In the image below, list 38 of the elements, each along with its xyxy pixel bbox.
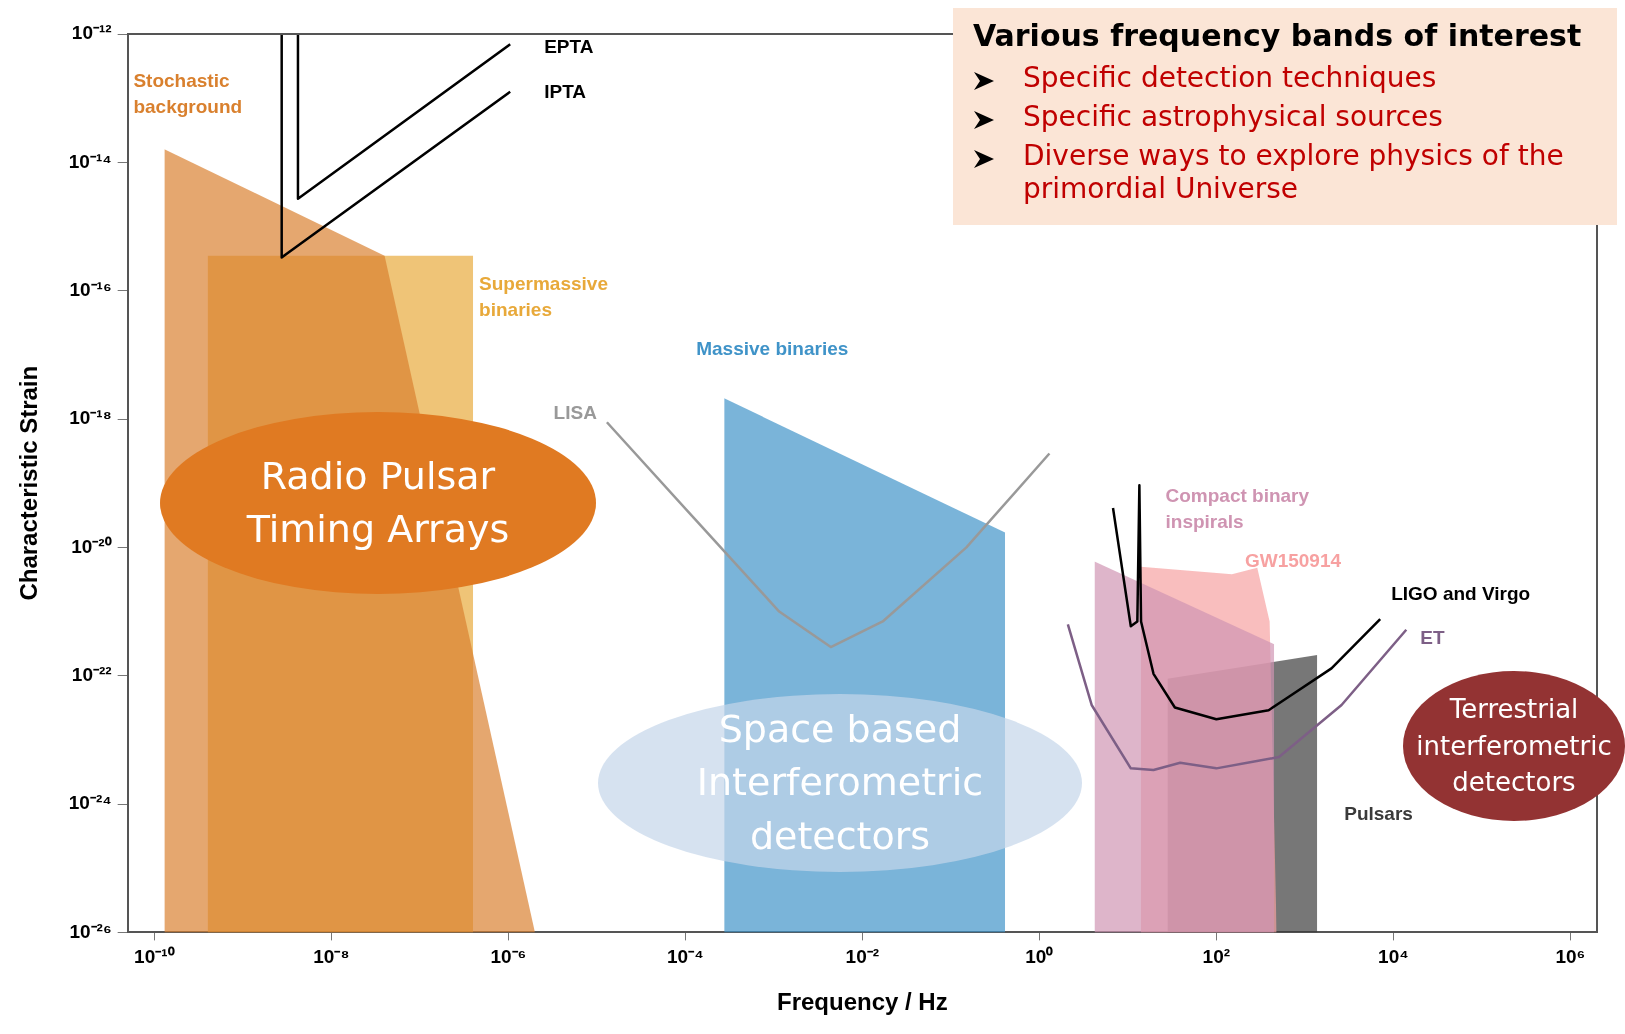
x-tick-label: 10⁻⁶ [490, 946, 527, 968]
annotation: Diverse ways to explore physics of the primordial Universe [1023, 139, 1565, 205]
series-label: LISA [553, 401, 598, 423]
x-tick-label: 10⁴ [1378, 946, 1409, 968]
y-tick-label: 10⁻²⁶ [69, 920, 112, 942]
series-label: IPTA [544, 80, 587, 102]
annotation: Radio Pulsar Timing Arrays [245, 452, 511, 553]
y-tick-label: 10⁻¹² [71, 22, 112, 44]
y-tick-label: 10⁻²⁴ [68, 792, 112, 814]
series-label: Supermassive binaries [479, 273, 608, 321]
y-tick-label: 10⁻¹⁸ [69, 407, 112, 429]
x-tick-label: 10⁻² [845, 946, 880, 968]
annotation: Terrestrial interferometric detectors [1416, 693, 1612, 800]
series-label: GW150914 [1244, 549, 1342, 571]
annotation: Specific astrophysical sources [1023, 100, 1443, 133]
annotation: Various frequency bands of interest [973, 18, 1583, 53]
x-axis-title: Frequency / Hz [776, 988, 948, 1016]
x-tick-label: 10⁻⁸ [313, 946, 350, 968]
x-tick-label: 10⁻⁴ [667, 946, 704, 968]
text: Compact binary inspirals [1165, 484, 1310, 532]
y-tick-label: 10⁻²² [71, 663, 112, 685]
y-tick-label: 10⁻¹⁴ [68, 150, 112, 172]
text: Massive binaries [696, 337, 849, 359]
annotation: Space based Interferometric detectors [695, 706, 985, 860]
x-tick-label: 10² [1202, 946, 1231, 968]
y-axis-title: Characteristic Strain [15, 365, 43, 601]
y-tick-label: 10⁻¹⁶ [69, 278, 112, 300]
series-label: EPTA [544, 35, 594, 57]
oval-badge: Space based Interferometric detectors [598, 694, 1082, 872]
x-tick-label: 10⁶ [1555, 946, 1586, 968]
annotation: Specific detection techniques [1023, 61, 1437, 94]
series-label: LIGO and Virgo [1391, 583, 1531, 605]
series-label: Pulsars [1344, 803, 1413, 825]
y-tick-label: 10⁻²⁰ [71, 535, 112, 557]
x-tick-label: 10⁰ [1025, 946, 1054, 968]
x-tick-label: 10⁻¹⁰ [134, 946, 175, 968]
text: Stochastic background [133, 70, 243, 118]
series-label: ET [1420, 627, 1445, 648]
